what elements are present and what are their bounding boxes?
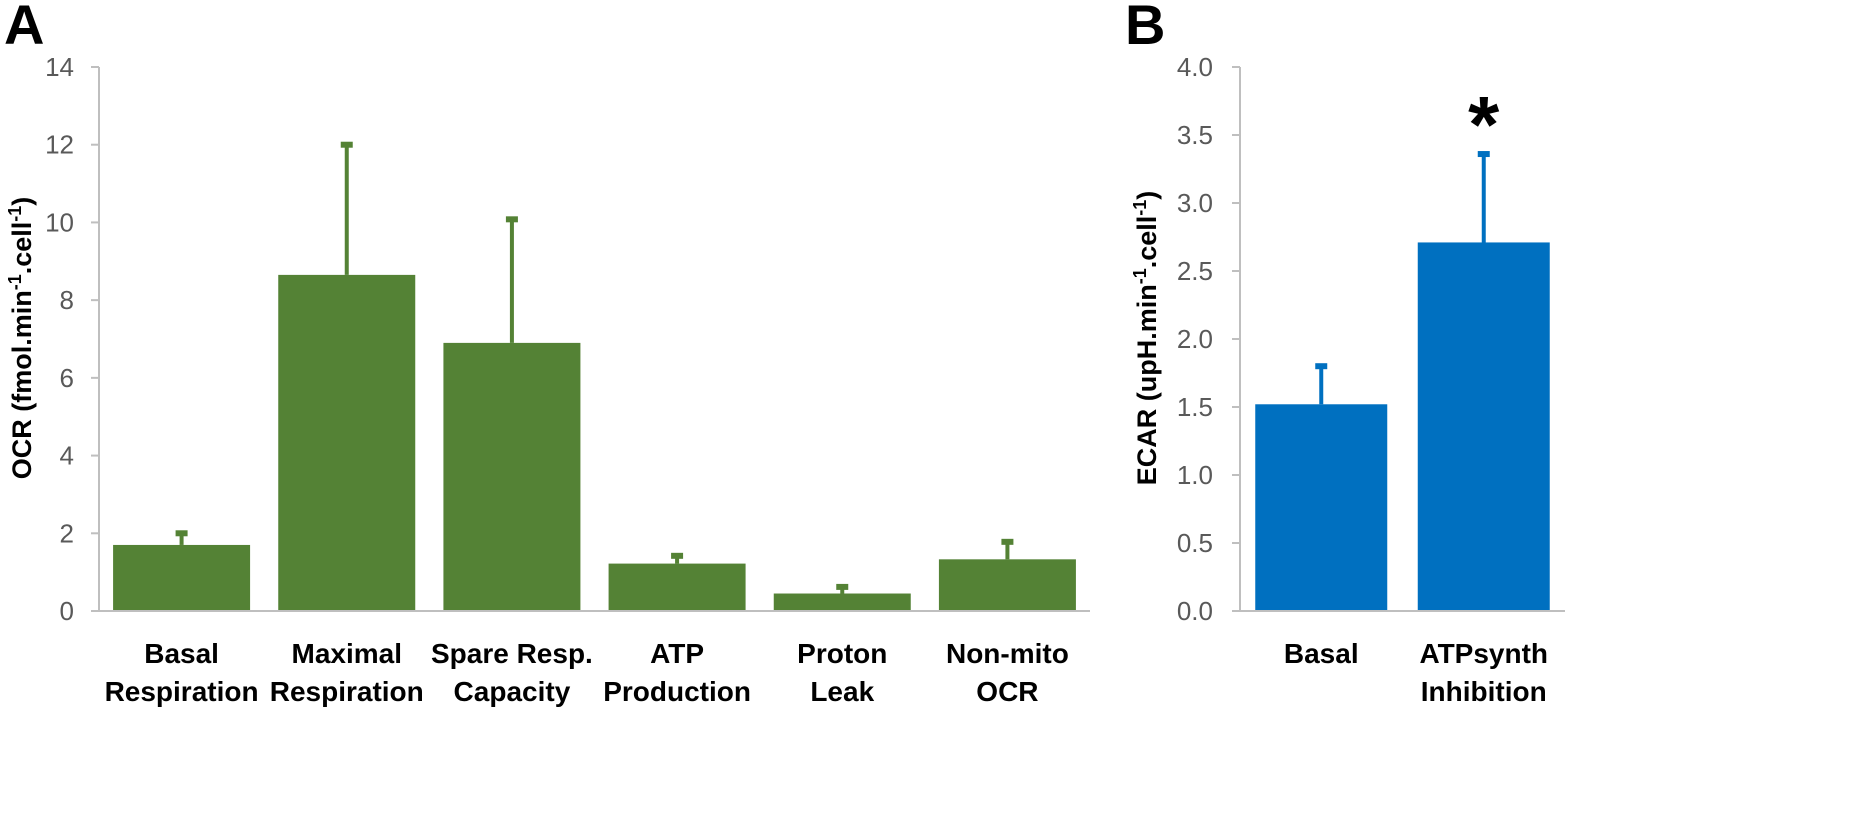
panel-b-bar <box>1255 404 1388 611</box>
panel-letter-b: B <box>1125 0 1165 56</box>
panel-a-ylabel-part1: OCR (fmol.min <box>7 290 37 479</box>
panel-a-bar <box>938 559 1076 611</box>
panel-b-y-tick-label: 2.0 <box>1177 324 1213 354</box>
panel-a-y-tick-label: 2 <box>60 518 74 548</box>
panel-b-y-tick-label: 2.5 <box>1177 256 1213 286</box>
panel-a-bar <box>113 544 251 611</box>
panel-a-y-tick-label: 8 <box>60 285 74 315</box>
panel-b-y-tick-label: 0.5 <box>1177 528 1213 558</box>
panel-a-y-tick-label: 12 <box>45 130 74 160</box>
panel-a-bar <box>773 593 911 611</box>
panel-a-category-label: Proton <box>797 638 887 669</box>
panel-a-ylabel-sup1: -1 <box>5 274 25 290</box>
panel-a-y-tick-label: 6 <box>60 363 74 393</box>
panel-a-category-label: Non-mito <box>946 638 1069 669</box>
panel-a-category-label: Respiration <box>105 676 259 707</box>
panel-a-category-label: ATP <box>650 638 704 669</box>
panel-a-bar <box>443 342 581 611</box>
panel-b-y-tick-label: 4.0 <box>1177 52 1213 82</box>
panel-a-y-tick-label: 0 <box>60 596 74 626</box>
panel-b-chart: ECAR (upH.min-1.cell-1) 0.00.51.01.52.02… <box>1130 52 1565 707</box>
panel-b-y-tick-label: 3.5 <box>1177 120 1213 150</box>
panel-b-category-label: Basal <box>1284 638 1359 669</box>
panel-a-bar <box>278 274 416 611</box>
panel-b-y-tick-label: 3.0 <box>1177 188 1213 218</box>
panel-a-bar <box>608 563 746 611</box>
panel-a-category-label: Spare Resp. <box>431 638 593 669</box>
panel-b-ylabel-sup2: -1 <box>1130 200 1150 216</box>
panel-b-y-axis-label: ECAR (upH.min-1.cell-1) <box>1130 191 1162 486</box>
panel-b-bar <box>1417 242 1550 611</box>
panel-a-y-tick-label: 4 <box>60 441 74 471</box>
panel-a-ylabel-sup2: -1 <box>5 206 25 222</box>
panel-a-category-label: Respiration <box>270 676 424 707</box>
panel-a-category-label: Production <box>603 676 751 707</box>
panel-a-y-tick-label: 10 <box>45 207 74 237</box>
panel-a-category-label: OCR <box>976 676 1038 707</box>
panel-a-ylabel-part2: .cell <box>7 222 37 275</box>
panel-b-category-label: ATPsynth <box>1419 638 1548 669</box>
panel-a-y-axis-label: OCR (fmol.min-1.cell-1) <box>5 197 37 480</box>
panel-b-ylabel-part2: .cell <box>1132 216 1162 269</box>
panel-a-chart: OCR (fmol.min-1.cell-1) 02468101214Basal… <box>5 52 1090 707</box>
panel-b-ylabel-part1: ECAR (upH.min <box>1132 284 1162 485</box>
panel-b-category-label: Inhibition <box>1421 676 1547 707</box>
panel-a-ylabel-part3: ) <box>7 197 37 206</box>
panel-a-y-tick-label: 14 <box>45 52 74 82</box>
panel-b-y-tick-label: 1.5 <box>1177 392 1213 422</box>
panel-letter-a: A <box>4 0 44 56</box>
panel-b-significance-star: * <box>1468 80 1500 169</box>
panel-b-ylabel-part3: ) <box>1132 191 1162 200</box>
panel-a-category-label: Maximal <box>292 638 403 669</box>
panel-b-ylabel-sup1: -1 <box>1130 268 1150 284</box>
panel-a-category-label: Capacity <box>454 676 571 707</box>
panel-b-y-tick-label: 0.0 <box>1177 596 1213 626</box>
panel-b-y-tick-label: 1.0 <box>1177 460 1213 490</box>
panel-a-category-label: Basal <box>144 638 219 669</box>
panel-a-category-label: Leak <box>810 676 874 707</box>
